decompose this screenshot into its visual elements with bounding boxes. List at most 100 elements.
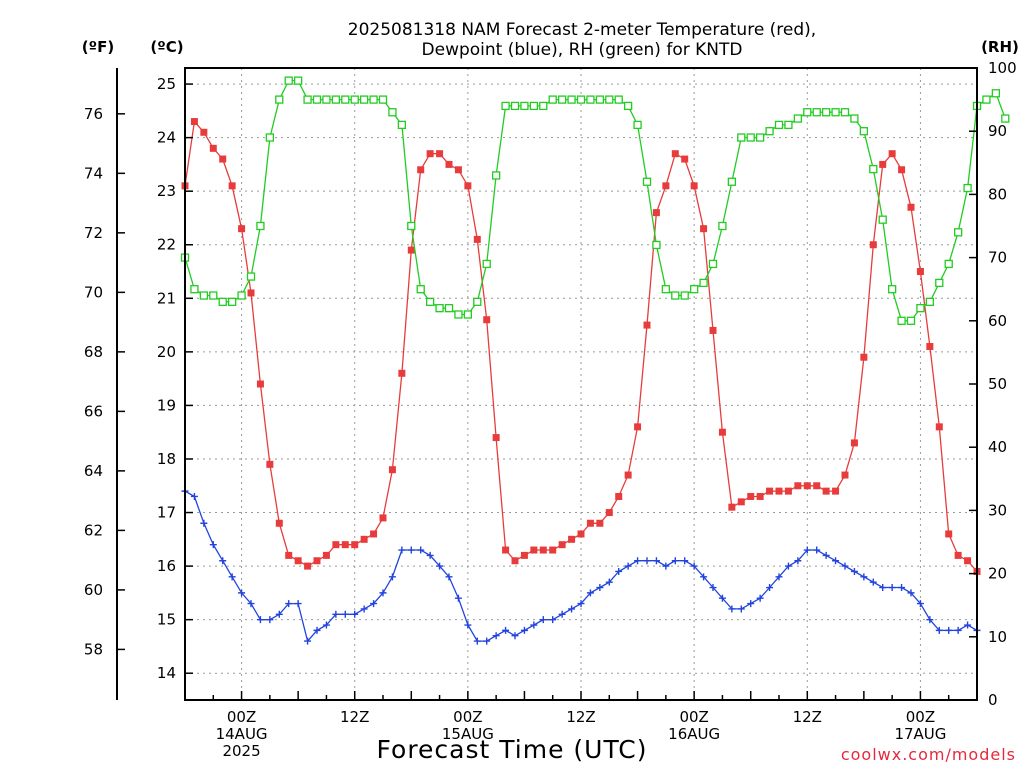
temperature-point (964, 557, 972, 565)
fahrenheit-tick-label: 60 (84, 581, 103, 599)
rh-point (821, 108, 831, 117)
temperature-point (483, 316, 491, 324)
dewpoint-point (577, 600, 585, 608)
temperature-point (285, 551, 293, 559)
temperature-point (190, 118, 198, 126)
dewpoint-point (530, 621, 538, 629)
dewpoint-point (398, 546, 406, 554)
dewpoint-point (681, 557, 689, 565)
x-tick-label: 15AUG (442, 725, 494, 743)
x-tick-label: 16AUG (668, 725, 720, 743)
temperature-point (520, 551, 528, 559)
rh-point (218, 297, 227, 306)
temperature-point (247, 289, 255, 297)
rh-tick-label: 70 (988, 249, 1007, 267)
rh-point (454, 310, 463, 319)
dewpoint-point (313, 626, 321, 634)
rh-line (184, 79, 1006, 322)
rh-point (935, 278, 944, 288)
dewpoint-point (304, 637, 312, 645)
rh-point (275, 95, 284, 104)
dewpoint-point (266, 616, 274, 624)
rh-point (991, 89, 1001, 98)
dewpoint-point (370, 600, 378, 608)
rh-point (341, 95, 350, 104)
rh-point (906, 316, 916, 325)
temperature-point (577, 530, 585, 538)
temperature-point (605, 509, 613, 517)
dewpoint-point (775, 573, 783, 581)
fahrenheit-tick-label: 76 (84, 105, 103, 123)
fahrenheit-tick-label: 64 (84, 462, 103, 480)
dewpoint-point (341, 610, 349, 618)
x-tick-label: 12Z (340, 708, 369, 726)
fahrenheit-tick-label: 72 (84, 224, 103, 242)
dewpoint-point (539, 616, 547, 624)
temperature-point (332, 541, 340, 549)
temperature-point (898, 166, 906, 174)
dewpoint-point (473, 637, 481, 645)
temperature-point (709, 326, 717, 334)
temperature-point (803, 482, 811, 490)
celsius-tick-label: 20 (157, 343, 176, 361)
rh-point (869, 164, 878, 174)
temperature-point (737, 498, 745, 506)
temperature-point (360, 535, 368, 543)
dewpoint-point (718, 594, 726, 602)
temperature-point (596, 519, 604, 527)
rh-point (359, 95, 369, 104)
dewpoint-point (935, 626, 943, 634)
rh-tick-label: 60 (988, 312, 1007, 330)
dewpoint-point (596, 584, 604, 592)
temperature-point (238, 225, 246, 233)
rh-point (199, 291, 209, 300)
rh-point (378, 95, 388, 104)
rh-point (265, 133, 275, 142)
dewpoint-point (247, 600, 255, 608)
rh-point (595, 95, 605, 104)
dewpoint-point (671, 557, 679, 565)
dewpoint-point (426, 551, 434, 559)
temperature-point (228, 182, 236, 190)
dewpoint-point (700, 573, 708, 581)
grid-lines (185, 68, 977, 700)
temperature-point (530, 546, 538, 554)
dewpoint-point (483, 637, 491, 645)
rh-point (435, 304, 444, 313)
rh-point (614, 95, 623, 104)
rh-point (887, 285, 897, 294)
rh-point (699, 278, 708, 288)
dewpoint-point (200, 519, 208, 527)
rh-point (444, 304, 454, 313)
dewpoint-point (841, 562, 849, 570)
x-tick-label: 14AUG (216, 725, 268, 743)
temperature-point (407, 246, 415, 254)
temperature-point (549, 546, 557, 554)
rh-tick-label: 10 (988, 628, 1007, 646)
dewpoint-point (285, 600, 293, 608)
rh-point (388, 108, 397, 117)
dewpoint-point (190, 492, 198, 500)
rh-point (416, 285, 425, 294)
temperature-point (473, 235, 481, 243)
dewpoint-point (322, 621, 330, 629)
rh-point (303, 95, 312, 104)
celsius-tick-label: 21 (157, 289, 176, 307)
rh-point (897, 316, 906, 325)
celsius-tick-label: 18 (157, 450, 176, 468)
x-tick-label: 00Z (679, 708, 708, 726)
dewpoint-point (586, 589, 594, 597)
temperature-point (728, 503, 736, 511)
dewpoint-point (822, 551, 830, 559)
rh-point (284, 76, 293, 85)
temperature-point (935, 423, 943, 431)
dewpoint-point (549, 616, 557, 624)
dewpoint-point (860, 573, 868, 581)
rh-point (1001, 114, 1010, 123)
rh-point (774, 120, 784, 130)
temperature-point (426, 150, 434, 158)
x-tick-label: 2025 (222, 742, 260, 760)
dewpoint-point (662, 562, 670, 570)
temperature-point (700, 225, 708, 233)
temperature-point (219, 155, 227, 163)
